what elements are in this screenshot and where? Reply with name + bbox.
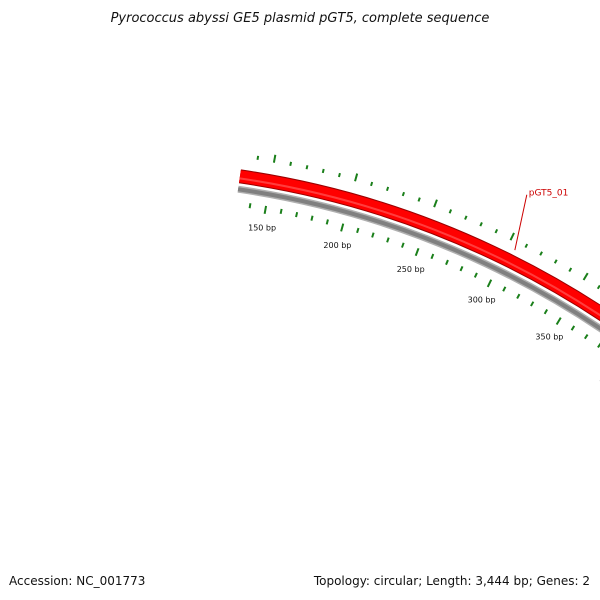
tick-label: 250 bp: [397, 265, 425, 274]
minor-tick-outer: [494, 228, 499, 234]
minor-tick-outer: [289, 161, 293, 166]
minor-tick-inner: [248, 203, 252, 209]
minor-tick-inner: [473, 272, 478, 278]
gene-callout-line: [514, 194, 528, 251]
major-tick-inner: [263, 205, 268, 215]
minor-tick-outer: [385, 186, 390, 192]
minor-tick-outer: [256, 155, 260, 161]
plasmid-ring: [237, 169, 600, 333]
major-tick-outer: [509, 232, 515, 241]
major-tick-outer: [354, 173, 359, 182]
minor-tick-outer: [305, 165, 309, 170]
minor-tick-outer: [479, 222, 483, 227]
minor-tick-inner: [356, 227, 360, 234]
minor-tick-inner: [570, 325, 576, 331]
topology-summary: Topology: circular; Length: 3,444 bp; Ge…: [313, 574, 590, 588]
tick-marks: [248, 154, 600, 349]
gene-band: [239, 170, 600, 321]
major-tick-outer: [272, 154, 277, 163]
minor-tick-inner: [430, 253, 435, 260]
minor-tick-inner: [295, 211, 299, 218]
minor-tick-outer: [321, 168, 325, 174]
map-title: Pyrococcus abyssi GE5 plasmid pGT5, comp…: [111, 11, 490, 26]
minor-tick-outer: [568, 267, 573, 272]
minor-tick-outer: [553, 259, 558, 264]
minor-tick-outer: [337, 172, 341, 178]
minor-tick-inner: [310, 215, 314, 221]
gene-annotations: pGT5_01: [514, 189, 569, 251]
minor-tick-inner: [371, 232, 375, 238]
minor-tick-outer: [401, 191, 405, 197]
major-tick-inner: [414, 247, 420, 257]
minor-tick-outer: [448, 209, 453, 214]
gene-label-pGT5_01: pGT5_01: [529, 189, 569, 199]
minor-tick-outer: [539, 251, 543, 256]
minor-tick-inner: [325, 219, 329, 225]
minor-tick-inner: [583, 333, 589, 340]
minor-tick-outer: [417, 197, 421, 202]
minor-tick-inner: [502, 286, 507, 292]
minor-tick-outer: [370, 181, 374, 187]
minor-tick-inner: [516, 293, 521, 299]
minor-tick-inner: [543, 309, 549, 315]
tick-label: 150 bp: [248, 224, 276, 233]
tick-label: 350 bp: [535, 332, 563, 341]
major-tick-inner: [340, 223, 345, 232]
backbone-line: [237, 187, 600, 331]
minor-tick-inner: [445, 259, 449, 266]
minor-tick-inner: [530, 301, 535, 307]
major-tick-inner: [486, 279, 493, 288]
minor-tick-inner: [386, 237, 390, 243]
minor-tick-inner: [279, 208, 283, 215]
minor-tick-inner: [459, 265, 464, 272]
minor-tick-inner: [401, 242, 405, 248]
major-tick-outer: [433, 199, 438, 208]
gene-band-highlight: [239, 177, 600, 317]
tick-label: 200 bp: [323, 241, 351, 250]
minor-tick-inner: [597, 342, 600, 349]
gene-band-outline: [238, 169, 600, 322]
minor-tick-outer: [464, 215, 468, 220]
major-tick-inner: [555, 317, 562, 325]
major-tick-outer: [582, 272, 589, 281]
accession-text: Accession: NC_001773: [9, 574, 146, 588]
tick-label: 300 bp: [468, 296, 496, 305]
minor-tick-outer: [524, 243, 529, 249]
